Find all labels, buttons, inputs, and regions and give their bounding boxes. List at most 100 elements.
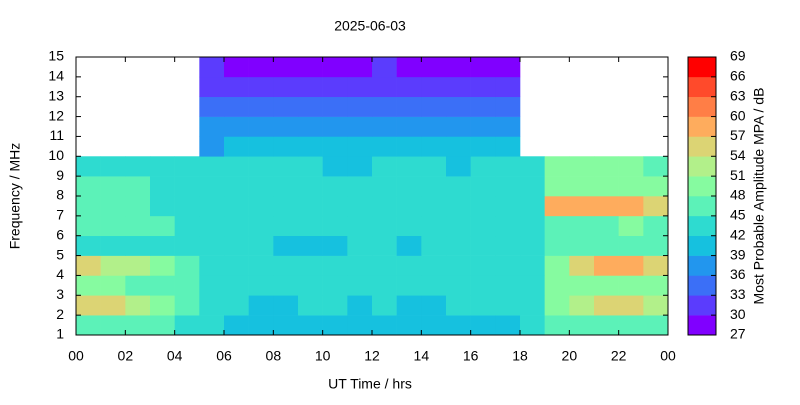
heatmap-cell <box>174 176 200 197</box>
heatmap-cell <box>298 57 323 78</box>
heatmap-cell <box>446 315 471 336</box>
heatmap-cell <box>446 295 471 316</box>
heatmap-cell <box>100 235 126 256</box>
heatmap-cell <box>446 136 471 157</box>
heatmap-cell <box>396 57 422 78</box>
heatmap-cell <box>569 275 595 296</box>
heatmap-cell <box>495 196 521 217</box>
heatmap-cell <box>100 156 126 177</box>
x-tick-label: 08 <box>266 348 282 364</box>
heatmap-cell <box>322 255 348 276</box>
heatmap-cell <box>322 156 348 177</box>
heatmap-cell <box>347 235 373 256</box>
heatmap-cell <box>174 235 200 256</box>
heatmap-cell <box>372 315 397 336</box>
heatmap-cell <box>421 176 447 197</box>
heatmap-cell <box>372 57 397 78</box>
x-tick-label: 20 <box>562 348 578 364</box>
heatmap-cell <box>174 315 200 336</box>
x-tick-label: 16 <box>463 348 479 364</box>
colorbar-tick-label: 69 <box>730 48 746 64</box>
heatmap-cell <box>470 76 496 98</box>
heatmap-cell <box>199 136 225 157</box>
heatmap-cell <box>174 156 200 177</box>
heatmap-cell <box>544 255 570 276</box>
heatmap-cell <box>495 57 521 78</box>
heatmap-cell <box>273 295 299 316</box>
heatmap-cell <box>76 156 101 177</box>
colorbar-swatch <box>688 215 716 237</box>
heatmap-cell <box>520 196 545 217</box>
heatmap-cell <box>273 176 299 197</box>
heatmap-cell <box>396 176 422 197</box>
heatmap-cell <box>421 235 447 256</box>
heatmap-cell <box>495 136 521 157</box>
heatmap-cell <box>273 315 299 336</box>
heatmap-cell <box>298 215 323 237</box>
heatmap-cell <box>372 116 397 137</box>
heatmap-cell <box>421 275 447 296</box>
colorbar-tick-label: 48 <box>730 187 746 203</box>
heatmap-cell <box>76 315 101 336</box>
heatmap-cell <box>495 156 521 177</box>
heatmap-cell <box>100 275 126 296</box>
heatmap-cell <box>618 156 644 177</box>
heatmap-cell <box>643 176 669 197</box>
heatmap-cell <box>199 275 225 296</box>
heatmap-cell <box>594 275 619 296</box>
heatmap-cell <box>544 235 570 256</box>
heatmap-cell <box>347 275 373 296</box>
heatmap-cell <box>347 315 373 336</box>
colorbar-tick-label: 60 <box>730 107 746 123</box>
heatmap-cell <box>470 196 496 217</box>
heatmap-cell <box>544 295 570 316</box>
heatmap-cell <box>618 235 644 256</box>
heatmap-cell <box>495 96 521 117</box>
heatmap-cell <box>520 275 545 296</box>
heatmap-cell <box>495 176 521 197</box>
heatmap-cell <box>396 96 422 117</box>
colorbar-swatch <box>688 57 716 78</box>
heatmap-cell <box>125 255 151 276</box>
heatmap-cell <box>446 275 471 296</box>
heatmap-cell <box>421 315 447 336</box>
heatmap-cell <box>446 196 471 217</box>
heatmap-cell <box>347 76 373 98</box>
heatmap-cell <box>372 255 397 276</box>
heatmap-cell <box>446 215 471 237</box>
heatmap-cell <box>199 116 225 137</box>
heatmap-cell <box>248 176 274 197</box>
heatmap-cell <box>372 275 397 296</box>
heatmap-cell <box>594 255 619 276</box>
heatmap-cell <box>520 176 545 197</box>
y-tick-label: 5 <box>56 246 64 262</box>
heatmap-cell <box>273 96 299 117</box>
heatmap-cell <box>372 136 397 157</box>
heatmap-cell <box>150 235 175 256</box>
heatmap-cell <box>199 156 225 177</box>
heatmap-cell <box>248 255 274 276</box>
heatmap-cell <box>248 215 274 237</box>
heatmap-cell <box>298 235 323 256</box>
heatmap-cell <box>273 76 299 98</box>
heatmap-cell <box>372 176 397 197</box>
heatmap-cell <box>100 215 126 237</box>
x-tick-label: 18 <box>512 348 528 364</box>
heatmap-cell <box>495 215 521 237</box>
heatmap-cell <box>470 315 496 336</box>
heatmap-cell <box>125 295 151 316</box>
heatmap-cell <box>520 215 545 237</box>
heatmap-cell <box>470 116 496 137</box>
x-tick-label: 14 <box>414 348 430 364</box>
heatmap-cell <box>470 255 496 276</box>
heatmap-cell <box>298 315 323 336</box>
heatmap-cell <box>322 315 348 336</box>
heatmap-cell <box>199 315 225 336</box>
heatmap-cell <box>569 295 595 316</box>
heatmap-cell <box>372 235 397 256</box>
heatmap-cell <box>495 255 521 276</box>
y-tick-label: 2 <box>56 306 64 322</box>
heatmap-cell <box>470 295 496 316</box>
heatmap-cell <box>618 255 644 276</box>
